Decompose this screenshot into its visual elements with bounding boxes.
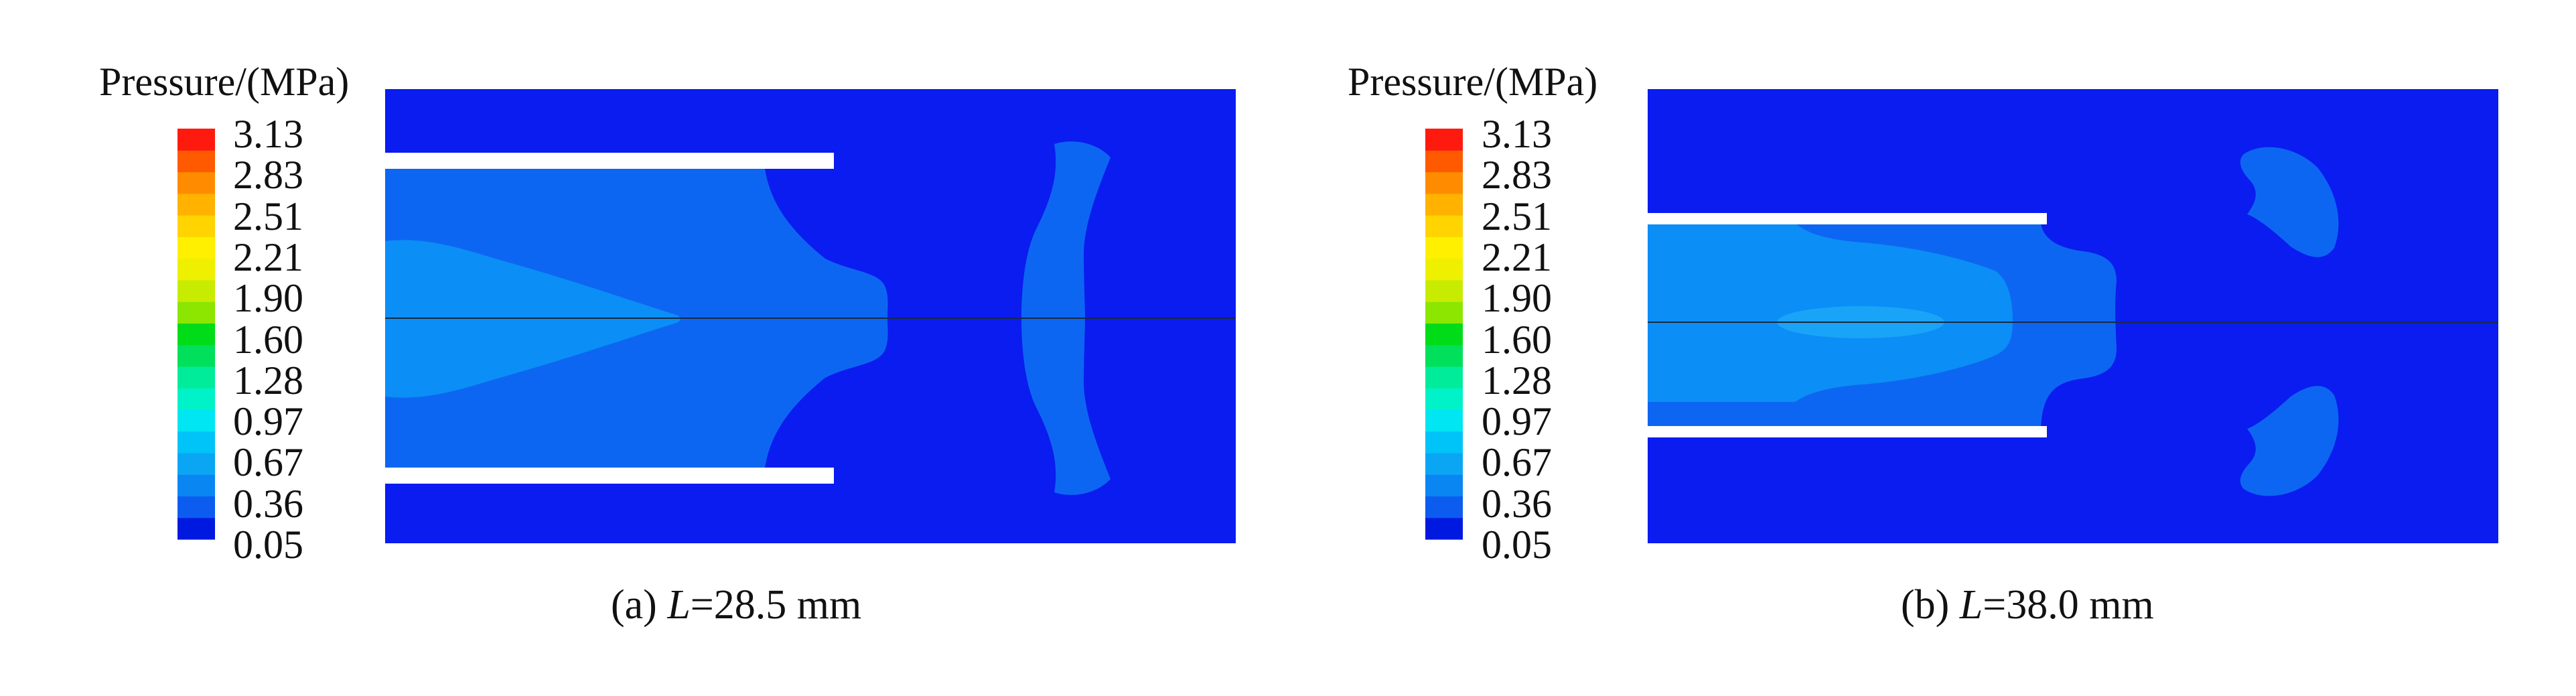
colorbar-tick-label: 1.60: [233, 317, 303, 362]
colorbar-band: [1425, 409, 1463, 432]
colorbar-band: [177, 388, 215, 411]
colorbar-band: [1425, 517, 1463, 540]
colorbar-band: [177, 366, 215, 389]
caption-value: =28.5 mm: [690, 582, 862, 628]
colorbar-band: [1425, 366, 1463, 389]
contour-region-lobe-top: [2240, 147, 2339, 257]
colorbar-band: [1425, 344, 1463, 367]
figure-panel-a: Pressure/(MPa) 3.13 2.83 2.51 2.21 1.90 1.60 1…: [0, 0, 1273, 696]
colorbar-band: [177, 344, 215, 367]
colorbar-tick-label: 2.51: [233, 194, 303, 238]
colorbar-band: [177, 452, 215, 475]
colorbar-tick-label: 2.21: [233, 234, 303, 279]
colorbar-band: [1425, 388, 1463, 411]
colorbar-tick-label: 1.60: [1482, 317, 1552, 362]
colorbar-tick-label: 2.51: [1482, 194, 1552, 238]
colorbar-band: [1425, 431, 1463, 454]
pressure-contour-plot-b: [1425, 89, 2498, 543]
tube-wall-top: [385, 153, 834, 169]
colorbar-tick-label: 0.36: [1482, 481, 1552, 526]
colorbar-tick-label: 2.21: [1482, 234, 1552, 279]
colorbar-band: [1425, 323, 1463, 346]
colorbar-band: [177, 150, 215, 173]
colorbar-band: [1425, 171, 1463, 194]
colorbar-band: [1425, 129, 1463, 151]
caption-a: (a) L=28.5 mm: [611, 581, 861, 629]
colorbar-tick-label: 2.83: [1482, 153, 1552, 198]
colorbar-band: [177, 496, 215, 518]
colorbar-band: [177, 474, 215, 497]
colorbar-band: [1425, 452, 1463, 475]
colorbar-band: [177, 301, 215, 324]
colorbar-tick-label: 0.67: [233, 440, 303, 485]
colorbar-band: [177, 129, 215, 151]
tube-wall-top: [1648, 213, 2047, 224]
colorbar-tick-label: 0.97: [233, 399, 303, 444]
colorbar-band: [177, 517, 215, 540]
colorbar-band: [177, 431, 215, 454]
colorbar-tick-label: 1.90: [1482, 276, 1552, 321]
colorbar-tick-label: 2.83: [233, 153, 303, 198]
colorbar-band: [177, 258, 215, 281]
colorbar-tick-label: 3.13: [1482, 112, 1552, 156]
colorbar-tick-label: 0.97: [1482, 399, 1552, 444]
colorbar-band: [177, 323, 215, 346]
contour-region-lobe-bottom: [2240, 386, 2339, 496]
colorbar-band: [1425, 150, 1463, 173]
tube-wall-bottom: [385, 468, 834, 484]
tube-wall-bottom: [1648, 426, 2047, 437]
colorbar-band: [177, 193, 215, 216]
colorbar-band: [177, 215, 215, 237]
legend-title: Pressure/(MPa): [1348, 60, 1598, 104]
colorbar-band: [177, 279, 215, 302]
colorbar-band: [177, 409, 215, 432]
pressure-contour-plot-a: [177, 89, 1236, 543]
caption-variable: L: [667, 582, 691, 628]
colorbar-band: [1425, 193, 1463, 216]
colorbar-tick-label: 0.67: [1482, 440, 1552, 485]
caption-prefix: (a): [611, 582, 668, 628]
colorbar-band: [1425, 258, 1463, 281]
colorbar-tick-label: 0.05: [1482, 523, 1552, 567]
colorbar-band: [1425, 474, 1463, 497]
colorbar-tick-label: 1.28: [233, 358, 303, 403]
colorbar-band: [1425, 279, 1463, 302]
colorbar-tick-label: 0.36: [233, 481, 303, 526]
colorbar-tick-label: 0.05: [233, 523, 303, 567]
caption-prefix: (b): [1901, 582, 1960, 628]
colorbar-band: [1425, 236, 1463, 259]
caption-value: =38.0 mm: [1983, 582, 2154, 628]
caption-variable: L: [1959, 582, 1983, 628]
legend-title: Pressure/(MPa): [99, 60, 350, 104]
colorbar-band: [1425, 215, 1463, 237]
figure-panel-b: Pressure/(MPa) 3.13 2.83 2.51 2.21 1.90 1.60 1…: [1273, 0, 2545, 696]
colorbar-band: [177, 236, 215, 259]
colorbar-band: [1425, 496, 1463, 518]
colorbar-band: [177, 171, 215, 194]
colorbar-tick-label: 1.90: [233, 276, 303, 321]
caption-b: (b) L=38.0 mm: [1901, 581, 2154, 629]
colorbar-tick-label: 1.28: [1482, 358, 1552, 403]
colorbar-tick-label: 3.13: [233, 112, 303, 156]
colorbar-band: [1425, 301, 1463, 324]
